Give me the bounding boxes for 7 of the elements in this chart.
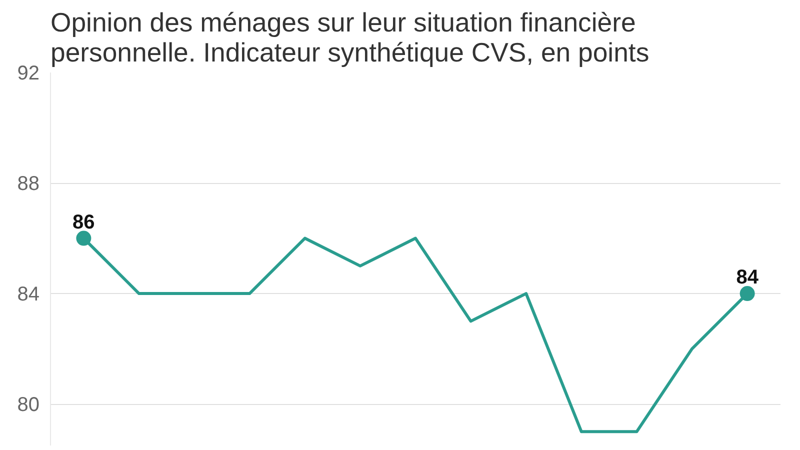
y-tick-label: 88	[17, 173, 40, 196]
y-tick-label: 84	[17, 284, 40, 306]
y-tick-label: 92	[17, 62, 40, 84]
chart-title: Opinion des ménages sur leur situation financière personnelle. Indicateur synthétique CVS, en points	[50, 8, 650, 68]
y-tick-label: 80	[17, 394, 40, 416]
data-label: 86	[72, 211, 95, 234]
data-label: 84	[736, 266, 760, 289]
